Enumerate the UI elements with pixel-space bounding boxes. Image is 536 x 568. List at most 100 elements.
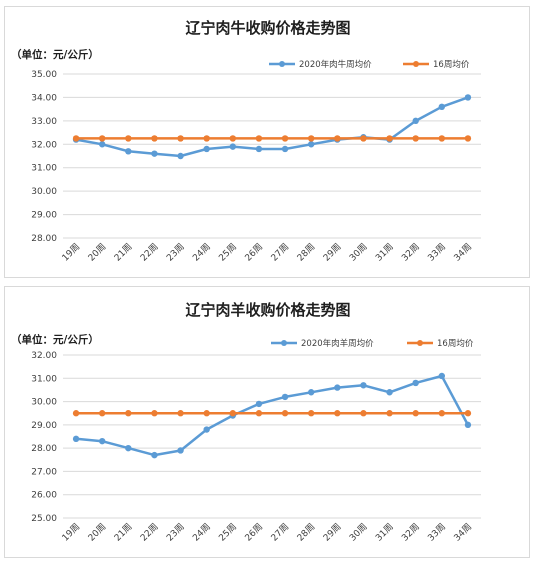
mutton-xtick-label: 29周 <box>321 521 343 543</box>
mutton-plot-area: 25.00 26.00 27.00 28.00 29.00 30.00 31.00 32.00… <box>31 351 481 544</box>
mutton-series2-point <box>98 410 106 417</box>
mutton-series2-point <box>255 410 263 417</box>
beef-xtick-label: 32周 <box>400 241 422 263</box>
beef-xtick-label: 34周 <box>452 241 474 263</box>
mutton-ytick-label: 25.00 <box>31 514 57 524</box>
beef-plot-area: 28.00 29.00 30.00 31.00 32.00 33.00 34.00 35.00… <box>31 70 481 264</box>
mutton-xtick-label: 33周 <box>426 521 448 543</box>
mutton-series1-point <box>72 435 80 443</box>
beef-series1-line <box>75 96 469 158</box>
beef-series1-point <box>151 150 158 157</box>
beef-ytick-label: 35.00 <box>31 70 57 80</box>
beef-xtick-label: 23周 <box>164 241 186 263</box>
mutton-xtick-label: 31周 <box>373 521 395 543</box>
beef-series2-point <box>98 135 106 142</box>
mutton-xtick-label: 27周 <box>269 521 291 543</box>
beef-unit-label: （单位：元/公斤） <box>11 48 99 61</box>
beef-xtick-label: 21周 <box>112 241 134 263</box>
mutton-xtick-label: 19周 <box>60 521 82 543</box>
beef-series1-point <box>412 117 419 125</box>
beef-legend: 2020年肉牛周均价 16周均价 <box>269 59 470 70</box>
mutton-series2-point <box>386 410 393 417</box>
beef-xtick-label: 20周 <box>86 241 108 263</box>
beef-series2-point <box>307 135 315 142</box>
mutton-series1-point <box>255 400 263 408</box>
mutton-series1-point <box>281 393 289 401</box>
beef-chart: 辽宁肉牛收购价格走势图 （单位：元/公斤） 2020年肉牛周均价 16周均价 2… <box>11 19 481 264</box>
mutton-series1-point <box>177 447 184 454</box>
beef-xtick-label: 30周 <box>347 241 369 263</box>
mutton-xtick-label: 28周 <box>295 521 317 543</box>
beef-xtick-label: 24周 <box>191 241 213 263</box>
mutton-xtick-label: 22周 <box>138 521 160 543</box>
mutton-series2-point <box>334 410 341 417</box>
beef-legend-series2-label: 16周均价 <box>433 59 470 70</box>
mutton-legend-series2-label: 16周均价 <box>437 338 474 349</box>
mutton-series2-point <box>125 410 132 417</box>
mutton-xtick-label: 26周 <box>243 521 265 543</box>
beef-series1-point <box>307 141 315 148</box>
mutton-xtick-label: 32周 <box>400 521 422 543</box>
beef-chart-title: 辽宁肉牛收购价格走势图 <box>185 19 350 37</box>
beef-ytick-label: 29.00 <box>31 211 57 221</box>
beef-ytick-label: 31.00 <box>31 164 57 174</box>
mutton-series1-point <box>125 444 132 452</box>
beef-series2-point <box>177 135 184 142</box>
beef-ytick-label: 33.00 <box>31 117 57 127</box>
beef-xtick-label: 28周 <box>295 241 317 263</box>
mutton-series1-point <box>464 421 472 429</box>
mutton-series1-point <box>203 426 210 433</box>
mutton-series1-point <box>307 389 315 396</box>
mutton-legend-series1-label: 2020年肉羊周均价 <box>301 338 374 349</box>
beef-series1-point <box>229 143 237 150</box>
beef-ytick-label: 28.00 <box>31 234 57 244</box>
mutton-series1-point <box>412 379 419 387</box>
mutton-series2-point <box>72 410 80 417</box>
mutton-xtick-label: 24周 <box>191 521 213 543</box>
mutton-xtick-label: 34周 <box>452 521 474 543</box>
mutton-ytick-label: 32.00 <box>31 351 57 361</box>
mutton-series2-point <box>360 410 367 417</box>
beef-series2-point <box>386 135 393 142</box>
mutton-xtick-label: 23周 <box>164 521 186 543</box>
beef-series2-point <box>203 135 210 142</box>
mutton-series1-point <box>151 451 158 459</box>
beef-ytick-label: 34.00 <box>31 93 57 103</box>
mutton-legend-series1-marker <box>281 340 287 346</box>
mutton-series2-point <box>307 410 315 417</box>
beef-series2-point <box>360 135 367 142</box>
mutton-legend: 2020年肉羊周均价 16周均价 <box>271 338 474 349</box>
beef-series1-point <box>464 94 472 101</box>
mutton-xtick-label: 25周 <box>217 521 239 543</box>
beef-xtick-label: 33周 <box>426 241 448 263</box>
mutton-unit-label: （单位：元/公斤） <box>11 333 99 346</box>
mutton-series1-point <box>334 384 341 391</box>
beef-legend-series2-marker <box>413 61 419 67</box>
mutton-series2-point <box>438 410 446 417</box>
beef-series1-point <box>203 145 210 153</box>
beef-xtick-label: 27周 <box>269 241 291 263</box>
mutton-legend-series2-marker <box>417 340 423 346</box>
beef-legend-series1-label: 2020年肉牛周均价 <box>299 59 372 70</box>
beef-series1-point <box>281 145 289 153</box>
mutton-series1-line <box>75 374 470 457</box>
beef-ytick-label: 32.00 <box>31 140 57 150</box>
mutton-xtick-label: 21周 <box>112 521 134 543</box>
mutton-series2-point <box>203 410 210 417</box>
beef-series2-point <box>125 135 132 142</box>
beef-series2-point <box>151 135 158 142</box>
beef-xtick-label: 22周 <box>138 241 160 263</box>
mutton-chart: 辽宁肉羊收购价格走势图 （单位：元/公斤） 2020年肉羊周均价 16周均价 2… <box>11 301 481 544</box>
mutton-ytick-label: 27.00 <box>31 467 57 477</box>
mutton-series2-point <box>412 410 419 417</box>
beef-series2-point <box>281 135 289 142</box>
mutton-series2-point <box>151 410 158 417</box>
beef-series1-point <box>98 141 106 148</box>
mutton-xtick-label: 30周 <box>347 521 369 543</box>
beef-xtick-label: 19周 <box>60 241 82 263</box>
mutton-ytick-label: 30.00 <box>31 398 57 408</box>
mutton-ytick-label: 29.00 <box>31 421 57 431</box>
beef-series2-point <box>412 135 419 142</box>
beef-series2-point <box>334 135 341 142</box>
mutton-ytick-label: 26.00 <box>31 491 57 501</box>
